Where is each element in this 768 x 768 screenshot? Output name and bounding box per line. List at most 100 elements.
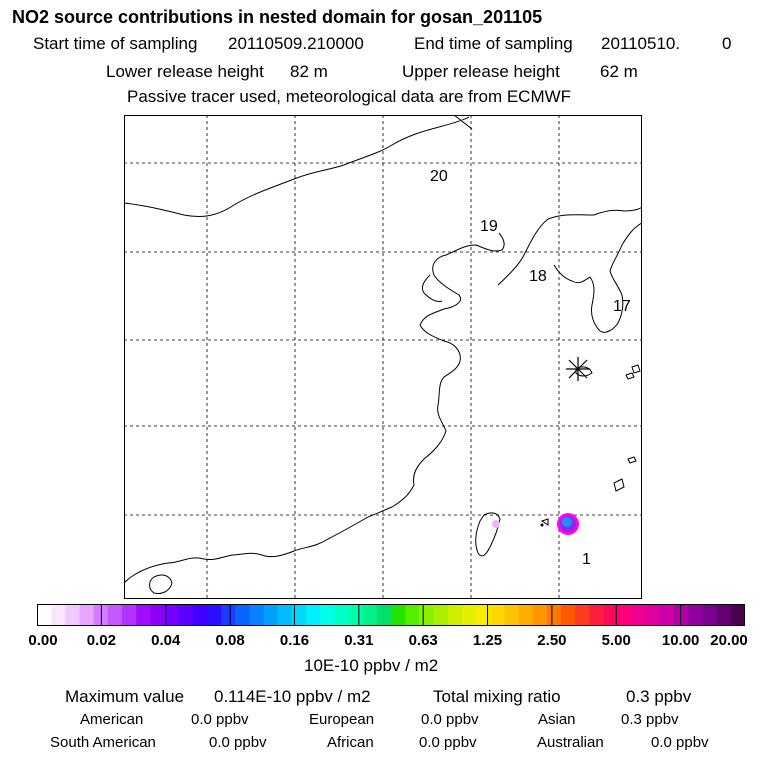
traj-label-18: 18 [529,268,547,285]
south-coast [124,516,369,584]
colorbar-swatch [419,604,435,626]
colorbar-tick-label: 2.50 [537,632,567,649]
colorbar-swatch [631,604,647,626]
colorbar-swatch [490,604,505,626]
colorbar-swatch [617,604,633,626]
plume-faint [492,520,500,528]
colorbar-swatch [560,604,576,626]
region-name: Australian [537,734,604,751]
region-name: South American [50,734,156,751]
region-value: 0.3 ppbv [621,711,679,728]
colorbar-swatch [391,604,406,626]
region-value: 0.0 ppbv [419,734,477,751]
lower-release-label: Lower release height [106,62,264,81]
colorbar-swatch [192,604,208,626]
colorbar-swatch [320,604,335,626]
island-4 [540,518,549,526]
coastlines [124,115,642,594]
colorbar-swatch [249,604,265,626]
korea-coast [553,222,642,333]
colorbar-tick-label: 1.25 [472,632,503,649]
colorbar-swatch [79,604,95,626]
traj-label-1: 1 [582,551,591,568]
start-time-label: Start time of sampling [33,34,198,53]
colorbar-swatch [277,604,293,626]
colorbar-swatch [65,604,81,626]
island-3 [627,456,637,464]
region-name: Asian [538,711,576,728]
end-time-suffix: 0 [722,34,732,53]
colorbar-swatch [660,604,675,626]
map-panel: 20 19 18 17 1 [124,115,642,599]
region-name: European [309,711,375,728]
upper-release-value: 62 m [600,62,638,81]
colorbar-swatch [603,604,619,626]
peninsula-coast [421,274,443,302]
colorbar-swatch [178,604,194,626]
traj-label-20: 20 [430,168,448,185]
colorbar-tick-label: 10.00 [661,632,700,649]
colorbar-swatch [334,604,350,626]
max-value-label: Maximum value [65,687,185,706]
max-value: 0.114E-10 ppbv / m2 [214,687,371,706]
total-mixing-label: Total mixing ratio [433,687,561,706]
colorbar-tick-label: 0.02 [86,632,116,649]
colorbar-frame [37,604,745,626]
colorbar-swatch [263,604,279,626]
colorbar-swatch [461,604,477,626]
colorbar-swatch [589,604,604,626]
colorbar-swatch [702,604,718,626]
region-value: 0.0 ppbv [209,734,267,751]
colorbar-ticks: 0.00 0.02 0.04 0.08 0.16 0.31 0.63 1.25 2.50 5.00… [0,632,768,652]
colorbar-swatch [674,604,689,626]
hainan-coast [149,574,173,594]
page-title: NO2 source contributions in nested domai… [12,7,543,27]
colorbar-tick-label: 20.00 [710,632,748,649]
colorbar-swatch [376,604,392,626]
colorbar-swatch [348,604,364,626]
colorbar-swatch [405,604,420,626]
tracer-note: Passive tracer used, meteorological data… [127,87,572,106]
region-value: 0.0 ppbv [421,711,479,728]
colorbar-swatch [121,604,137,626]
colorbar-swatch [221,604,236,626]
colorbar-swatch [37,604,52,626]
total-mixing-value: 0.3 ppbv [626,687,692,706]
colorbar-swatch [532,604,548,626]
colorbar-tick-label: 0.08 [215,632,245,649]
colorbar-swatch [206,604,222,626]
colorbar-tick-label: 0.00 [28,632,58,649]
colorbar-swatch [433,604,449,626]
colorbar-swatch [546,604,562,626]
colorbar-tick-label: 5.00 [601,632,631,649]
colorbar-swatch [716,604,732,626]
colorbar-tick-label: 0.31 [344,632,374,649]
plume [492,513,579,535]
traj-label-17: 17 [613,298,631,315]
colorbar-swatch [136,604,151,626]
lower-release-value: 82 m [290,62,328,81]
traj-label-19: 19 [480,218,498,235]
taiwan-coast [475,512,501,557]
colorbar-tick-label: 0.63 [408,632,438,649]
colorbar-swatch [518,604,534,626]
region-name: African [327,734,374,751]
border-north [124,115,473,218]
colorbar-swatch [164,604,180,626]
upper-release-label: Upper release height [402,62,560,81]
colorbar-tick-label: 0.04 [151,632,181,649]
star-icon [566,357,590,381]
end-time-label: End time of sampling [414,34,573,53]
border-east [497,206,642,286]
colorbar-swatch [150,604,166,626]
region-value: 0.0 ppbv [651,734,709,751]
colorbar-swatch [235,604,250,626]
colorbar-swatch [475,604,491,626]
colorbar-swatch [447,604,463,626]
colorbar-swatch [645,604,661,626]
colorbar-tick-label: 0.16 [279,632,310,649]
colorbar-swatch [362,604,378,626]
colorbar-unit: 10E-10 ppbv / m2 [304,656,439,675]
colorbar-swatch [730,604,745,626]
start-time-value: 20110509.210000 [228,34,364,53]
